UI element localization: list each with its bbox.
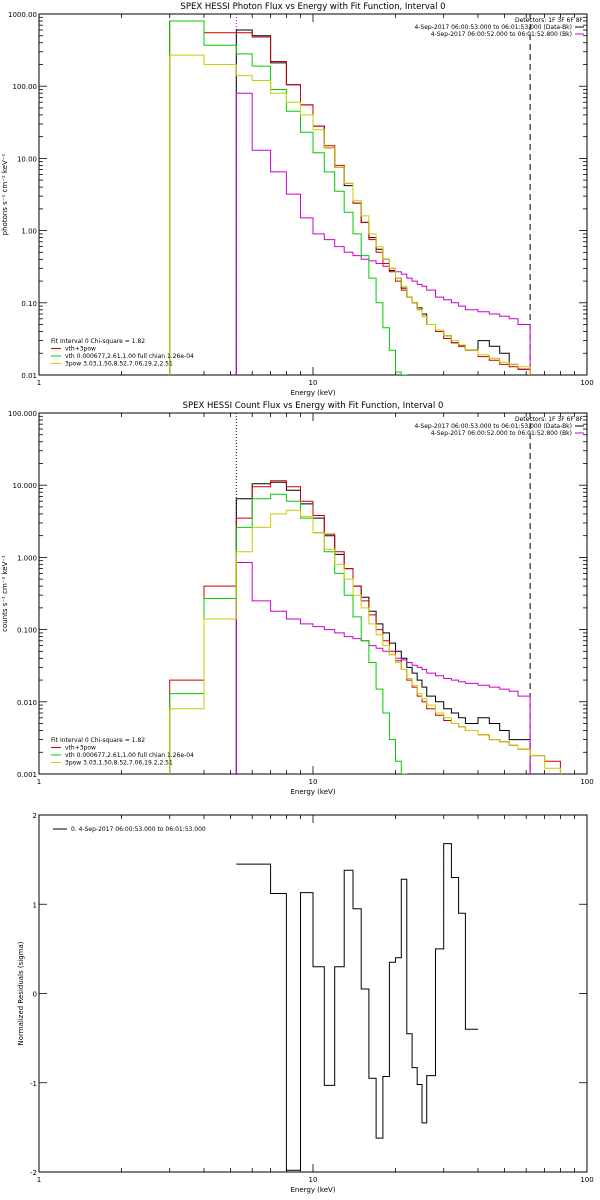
legend-label: Fit Interval 0 Chi-square = 1.82 [51,338,145,345]
plot-frame [38,814,588,1173]
count-flux-panel: 1 10 100 0.001 0.010 0.100 1.000 10.000 100.000 S… [1,401,594,796]
plot-frame [38,13,588,376]
y-tick-label: 0.001 [17,771,37,779]
legend-label: vth+3pow [65,745,96,752]
plot-frame [38,412,588,775]
series-line-3 [169,20,408,375]
y-tick-label: 10.00 [17,155,37,163]
x-tick-label: 10 [309,1176,318,1184]
y-tick-label: 1.00 [21,228,37,236]
y-tick-label: -2 [30,1169,37,1177]
legend-label: 4-Sep-2017 06:00:52.000 to 06:01:52.800 … [431,430,572,437]
x-tick-label: 1 [37,379,41,387]
x-tick-label: 10 [309,778,318,786]
y-tick-label: -1 [30,1080,37,1088]
y-tick-label: 100.00 [13,83,38,91]
legend-label: 0. 4-Sep-2017 06:00:53.000 to 06:01:53.0… [71,826,206,833]
x-axis-label: Energy (keV) [290,1186,335,1194]
detectors-label: Detectors: 1F 3F 6F 8F [515,17,584,24]
legend-label: 4-Sep-2017 06:00:53.000 to 06:01:53.000 … [414,24,572,31]
photon-flux-panel: 1 10 100 0.01 0.10 1.00 10.00 100.00 1000.00 SPEX… [1,2,594,397]
x-tick-label: 100 [580,1176,593,1184]
y-tick-label: 1000.00 [8,11,37,19]
y-axis-label: counts s⁻¹ cm⁻² keV⁻¹ [1,555,9,632]
y-tick-label: 0.10 [21,300,37,308]
series-line-4 [169,54,531,375]
legend-label: Fit Interval 0 Chi-square = 1.82 [51,737,145,744]
x-tick-label: 100 [580,778,593,786]
y-tick-label: 10.000 [13,482,38,490]
y-tick-label: 1 [33,901,37,909]
y-axis-label: photons s⁻¹ cm⁻² keV⁻¹ [1,153,9,235]
legend-label: 4-Sep-2017 06:00:52.000 to 06:01:52.800 … [431,31,572,38]
legend-label: 4-Sep-2017 06:00:53.000 to 06:01:53.000 … [414,423,572,430]
x-tick-label: 100 [580,379,593,387]
series-line-3 [169,493,408,774]
x-axis-label: Energy (keV) [290,389,335,397]
legend-label: vth+3pow [65,346,96,353]
series-line-0 [236,843,478,1171]
residuals-panel: 1 10 100 -2 -1 0 1 2 Energy (keV) Normalized Resi… [17,812,594,1194]
y-tick-label: 0.010 [17,699,37,707]
series-line-2 [169,20,531,375]
y-tick-label: 0.100 [17,627,37,635]
y-tick-label: 1.000 [17,554,37,562]
y-tick-label: 0.01 [21,372,37,380]
legend-label: vth 0.000677,2.61,1.00 full chian 1.26e-… [65,353,194,360]
x-axis-label: Energy (keV) [290,788,335,796]
chart-title: SPEX HESSI Count Flux vs Energy with Fit… [183,401,444,411]
series-line-1 [235,92,531,375]
y-tick-label: 100.000 [8,410,37,418]
series-line-0 [235,29,531,375]
series-line-2 [169,480,561,774]
legend-label: 3pow 3.03,1.50,8.52,7.06,19.2,2.51 [65,760,173,767]
y-axis-label: Normalized Residuals (sigma) [17,941,25,1045]
y-tick-label: 0 [33,991,37,999]
legend-label: vth 0.000677,2.61,1.00 full chian 1.26e-… [65,752,194,759]
legend-label: 3pow 3.03,1.50,8.52,7.06,19.2,2.51 [65,361,173,368]
detectors-label: Detectors: 1F 3F 6F 8F [515,416,584,423]
chart-title: SPEX HESSI Photon Flux vs Energy with Fi… [180,2,445,12]
series-line-1 [235,562,531,774]
x-tick-label: 1 [37,778,41,786]
x-tick-label: 1 [37,1176,41,1184]
x-tick-label: 10 [309,379,318,387]
y-tick-label: 2 [33,812,37,820]
series-line-4 [169,509,561,774]
